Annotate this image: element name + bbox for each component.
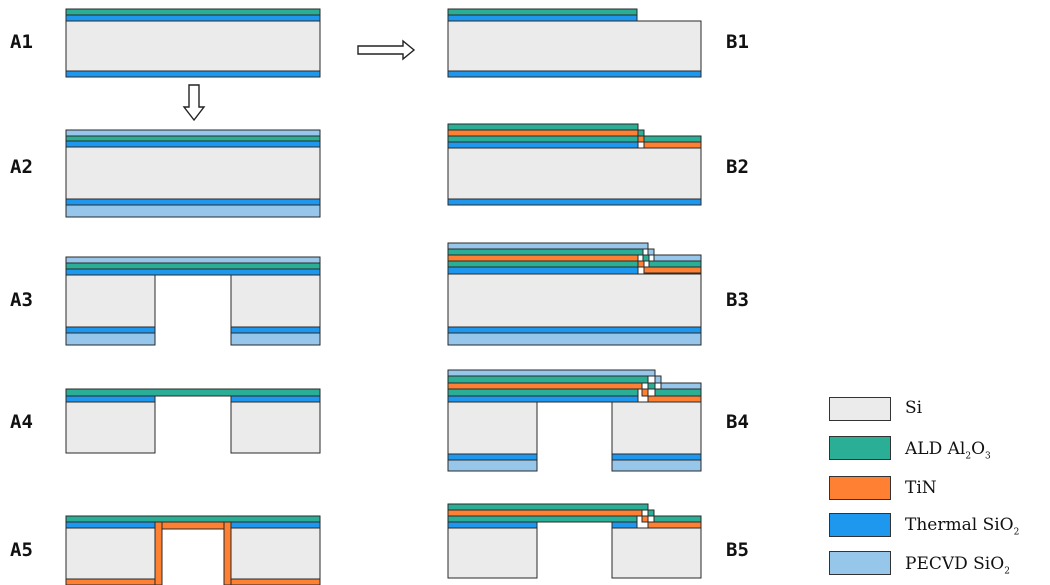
legend-label-thermal-sio2: Thermal SiO2 (905, 515, 1020, 538)
b1-thermal-top (447, 14, 638, 22)
a4-si-right (230, 401, 321, 454)
a3-pecvd-top (65, 256, 321, 264)
a3-thermal-bottom-left (65, 326, 156, 334)
step-label-b5: B5 (726, 539, 749, 561)
b2-ald-base (447, 135, 639, 143)
b4-pecvd-bottom-left (447, 459, 538, 472)
a1-thermal-top (65, 14, 321, 22)
step-label-a1: A1 (10, 31, 33, 53)
b5-thermal-left (447, 521, 538, 529)
b4-thermal-bottom-right (611, 453, 702, 461)
legend-swatch-si (829, 397, 891, 421)
step-label-b2: B2 (726, 156, 749, 178)
a3-pecvd-bottom-left (65, 332, 156, 346)
a5-si-right (230, 527, 321, 585)
legend-label-si: Si (905, 398, 923, 418)
b3-pecvd-bottom (447, 332, 702, 346)
b1-si-wafer (447, 20, 702, 72)
a5-tin-left-wall (154, 521, 163, 585)
a3-si-right (230, 274, 321, 328)
a4-ald-membrane (65, 388, 321, 397)
step-label-a3: A3 (10, 289, 33, 311)
a3-ald-layer (65, 262, 321, 270)
a2-ald-layer (65, 135, 321, 142)
a3-pecvd-bottom-right (230, 332, 321, 346)
a5-tin-bottom-left (65, 578, 156, 585)
a5-ald-layer (65, 515, 321, 523)
legend-label-pecvd-sio2: PECVD SiO2 (905, 554, 1010, 577)
b4-si-left (447, 401, 538, 455)
right-arrow-icon (357, 39, 416, 61)
b1-ald-layer (447, 8, 638, 16)
step-label-b4: B4 (726, 411, 749, 433)
a3-thermal-bottom-right (230, 326, 321, 334)
a2-thermal-top (65, 140, 321, 148)
b3-thermal-bottom (447, 326, 702, 334)
b4-thermal-top (447, 395, 639, 403)
a5-si-left (65, 527, 156, 585)
b1-thermal-bottom (447, 70, 702, 78)
b4-pecvd-bottom-right (611, 459, 702, 472)
b4-thermal-bottom-left (447, 453, 538, 461)
legend-swatch-tin (829, 476, 891, 500)
a2-thermal-bottom (65, 198, 321, 206)
a5-tin-right-wall (223, 521, 232, 585)
b5-si-right (611, 527, 702, 579)
a1-si-wafer (65, 20, 321, 72)
step-label-a4: A4 (10, 411, 33, 433)
a1-ald-layer (65, 8, 321, 16)
down-arrow-icon (182, 84, 206, 122)
b3-thermal-top (447, 266, 639, 275)
step-label-a5: A5 (10, 539, 33, 561)
a4-si-left (65, 401, 156, 454)
a5-tin-bottom-right (230, 578, 321, 585)
a2-pecvd-top (65, 129, 321, 137)
legend-label-tin: TiN (905, 478, 937, 498)
b5-ald-base (447, 515, 638, 523)
a5-tin-cavity-top (161, 521, 225, 530)
legend-label-ald: ALD Al2O3 (905, 439, 991, 462)
b5-thermal-right (611, 521, 638, 529)
a2-pecvd-bottom (65, 204, 321, 218)
a3-thermal-top (65, 268, 321, 276)
b2-si-wafer (447, 147, 702, 200)
b3-ald-base (447, 260, 639, 268)
step-label-a2: A2 (10, 156, 33, 178)
b4-si-right (611, 401, 702, 455)
a1-thermal-bottom (65, 70, 321, 78)
step-label-b3: B3 (726, 289, 749, 311)
a2-si-wafer (65, 146, 321, 200)
a4-thermal-left (65, 395, 156, 403)
b3-si-wafer (447, 273, 702, 328)
legend-swatch-thermal-sio2 (829, 513, 891, 537)
legend-swatch-pecvd-sio2 (829, 551, 891, 575)
a4-thermal-right (230, 395, 321, 403)
a3-si-left (65, 274, 156, 328)
b4-ald-base (447, 388, 639, 397)
b2-thermal-bottom (447, 198, 702, 206)
step-label-b1: B1 (726, 31, 749, 53)
b5-si-left (447, 527, 538, 579)
legend-swatch-ald (829, 436, 891, 460)
b2-thermal-top (447, 141, 639, 149)
